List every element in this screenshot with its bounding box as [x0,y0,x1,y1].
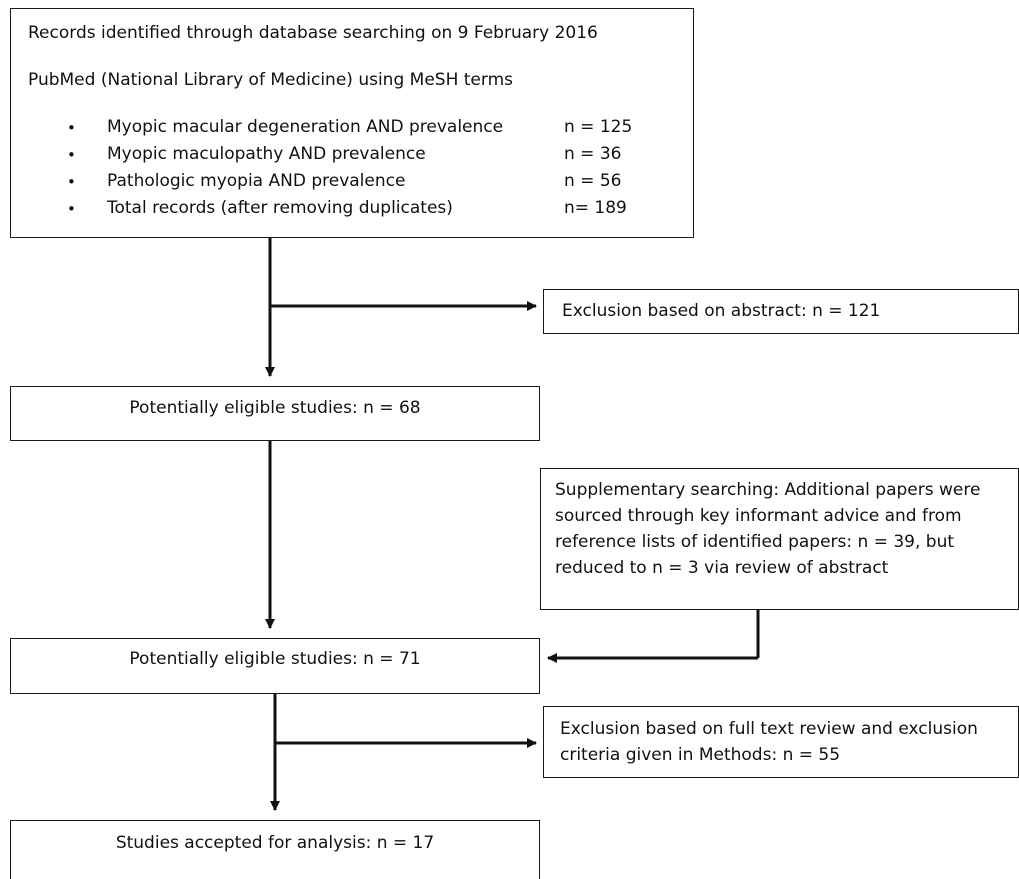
bullet-dot: • [67,173,76,191]
bullet-count: n = 36 [564,144,622,164]
eligible-68-text: Potentially eligible studies: n = 68 [129,398,421,418]
bullet-label: Myopic maculopathy AND prevalence [107,144,426,164]
supplementary-box: Supplementary searching: Additional pape… [540,468,1019,610]
bullet-label: Pathologic myopia AND prevalence [107,171,406,191]
eligible-68-box: Potentially eligible studies: n = 68 [10,386,540,441]
supplementary-line: Supplementary searching: Additional pape… [555,480,981,500]
exclusion-fulltext-line: Exclusion based on full text review and … [560,719,978,739]
bullet-label: Total records (after removing duplicates… [107,198,453,218]
supplementary-line: reference lists of identified papers: n … [555,532,955,552]
exclusion-abstract-text: Exclusion based on abstract: n = 121 [562,301,881,321]
accepted-studies-text: Studies accepted for analysis: n = 17 [115,833,435,853]
bullet-count: n = 56 [564,171,622,191]
exclusion-fulltext-line: criteria given in Methods: n = 55 [560,745,841,765]
bullet-count: n= 189 [564,198,627,218]
accepted-studies-box: Studies accepted for analysis: n = 17 [10,820,540,879]
bullet-dot: • [67,146,76,164]
eligible-71-box: Potentially eligible studies: n = 71 [10,638,540,694]
supplementary-line: reduced to n = 3 via review of abstract [555,558,889,578]
bullet-label: Myopic macular degeneration AND prevalen… [107,117,504,137]
records-line-2: PubMed (National Library of Medicine) us… [28,70,513,90]
records-identified-box: Records identified through database sear… [10,8,694,238]
bullet-dot: • [67,119,76,137]
records-line-1: Records identified through database sear… [28,23,598,43]
supplementary-line: sourced through key informant advice and… [555,506,962,526]
supplementary-text: Supplementary searching: Additional pape… [555,477,980,581]
eligible-71-text: Potentially eligible studies: n = 71 [129,649,421,669]
exclusion-fulltext-box: Exclusion based on full text review and … [543,706,1019,778]
bullet-dot: • [67,200,76,218]
bullet-count: n = 125 [564,117,633,137]
exclusion-fulltext-text: Exclusion based on full text review and … [560,716,978,768]
exclusion-abstract-box: Exclusion based on abstract: n = 121 [543,289,1019,334]
